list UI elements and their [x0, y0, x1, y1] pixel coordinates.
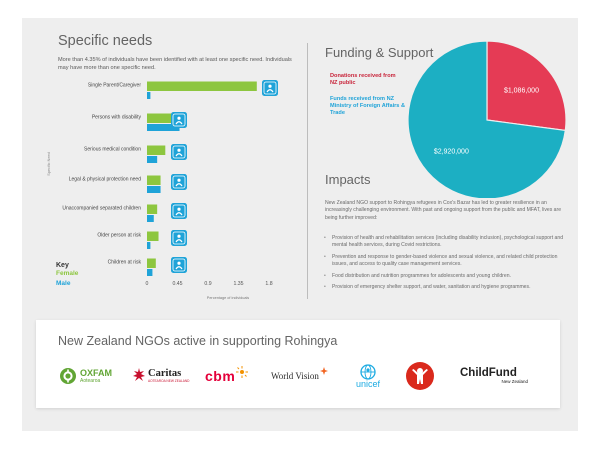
children-icon [171, 203, 187, 219]
caritas-sub: AOTEAROA NEW ZEALAND [148, 378, 190, 383]
legend-nz-public: Donations received from NZ public [330, 73, 396, 87]
childfund-logo[interactable]: ChildFund New Zealand [460, 360, 532, 392]
key-male: Male [56, 280, 71, 287]
y-axis-title: Specific Need [47, 152, 51, 175]
x-tick-label: 1.35 [233, 281, 243, 287]
unicef-globe-icon [360, 363, 376, 380]
x-tick-label: 1.8 [265, 281, 272, 287]
bar-male [147, 215, 154, 222]
childfund-sub: New Zealand [501, 379, 528, 384]
category-label: Persons with disability [92, 115, 142, 121]
key-title: Key [56, 262, 69, 269]
specific-needs-title: Specific needs [58, 33, 153, 49]
bar-female [147, 145, 166, 155]
save-the-children-logo[interactable] [406, 360, 434, 392]
wheelchair-icon [171, 112, 187, 128]
category-label: Unaccompanied separated children [62, 206, 141, 212]
category-label: Legal & physical protection need [69, 177, 141, 183]
ngo-title: New Zealand NGOs active in supporting Ro… [58, 334, 338, 348]
bar-female [147, 81, 257, 91]
save-the-children-icon [406, 362, 434, 390]
bar-male [147, 156, 158, 163]
impact-item: Provision of emergency shelter support, … [322, 284, 568, 292]
key-female: Female [56, 270, 79, 277]
funding-pie-chart: $1,086,000 $2,920,000 [407, 40, 567, 198]
unicef-name: unicef [355, 378, 381, 389]
impacts-list: Provision of health and rehabilitation s… [322, 235, 568, 295]
childfund-name: ChildFund [460, 367, 517, 379]
world-vision-logo[interactable]: World Vision [271, 360, 337, 392]
bar-male [147, 242, 151, 249]
x-tick-label: 0.45 [172, 281, 182, 287]
category-label: Children at risk [108, 260, 142, 266]
impact-item: Provision of health and rehabilitation s… [322, 235, 568, 250]
shield-icon [171, 174, 187, 190]
impacts-intro: New Zealand NGO support to Rohingya refu… [325, 200, 562, 221]
funding-title: Funding & Support [325, 45, 434, 60]
parent-child-icon [262, 80, 278, 96]
bar-female [147, 258, 156, 268]
heart-medical-icon [171, 144, 187, 160]
elderly-person-icon [171, 230, 187, 246]
cbm-sun-icon [236, 366, 249, 378]
caritas-name: Caritas [148, 367, 182, 379]
x-axis-title: Percentage of individuals [207, 296, 250, 300]
specific-needs-intro: More than 4.35% of individuals have been… [58, 57, 292, 71]
pie-slice [486, 40, 567, 132]
legend-mfat: Funds received from NZ Ministry of Forei… [330, 96, 406, 117]
impacts-title: Impacts [325, 172, 371, 187]
x-tick-label: 0 [146, 281, 149, 287]
world-vision-star-icon [319, 367, 328, 375]
category-label: Single Parent/Caregiver [88, 83, 141, 89]
impact-item: Prevention and response to gender-based … [322, 254, 568, 269]
oxfam-name: OXFAM [80, 367, 113, 378]
bar-female [147, 113, 180, 123]
pie-slice [407, 40, 566, 198]
oxfam-mark-icon [60, 368, 76, 384]
section-divider [307, 43, 308, 299]
ngo-card [36, 320, 560, 408]
impact-item: Food distribution and nutrition programm… [322, 273, 568, 281]
pie-slice-label: $2,920,000 [434, 149, 469, 156]
category-label: Serious medical condition [84, 147, 141, 153]
bar-female [147, 175, 161, 185]
bar-female [147, 231, 159, 241]
pie-slice-label: $1,086,000 [504, 87, 539, 94]
bar-female [147, 204, 158, 214]
children-icon [171, 257, 187, 273]
caritas-logo[interactable]: Caritas AOTEAROA NEW ZEALAND [133, 360, 199, 392]
caritas-flame-icon [133, 368, 145, 381]
unicef-logo[interactable]: unicef [354, 360, 382, 392]
bar-male [147, 92, 151, 99]
bar-male [147, 269, 153, 276]
world-vision-name: World Vision [271, 371, 319, 381]
bar-male [147, 186, 161, 193]
category-label: Older person at risk [97, 233, 141, 239]
bar-male [147, 124, 180, 131]
cbm-logo[interactable]: cbm [205, 360, 257, 392]
oxfam-logo[interactable]: OXFAM Aotearoa [60, 360, 122, 392]
x-tick-label: 0.9 [204, 281, 211, 287]
oxfam-sub: Aotearoa [80, 377, 101, 384]
cbm-name: cbm [205, 368, 236, 384]
